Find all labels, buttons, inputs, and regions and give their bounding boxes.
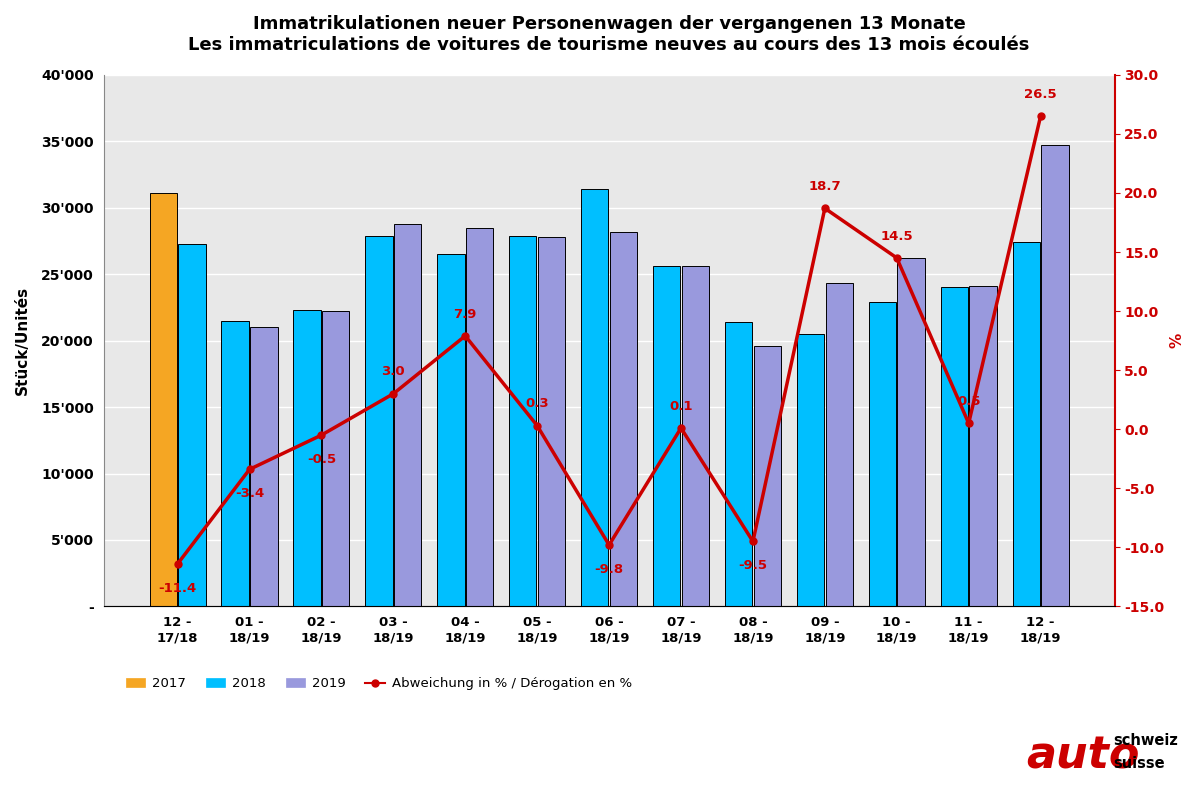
Bar — [653, 266, 680, 607]
Bar — [394, 224, 421, 607]
Bar — [970, 286, 997, 607]
Bar — [1013, 242, 1040, 607]
Text: -3.4: -3.4 — [235, 487, 264, 500]
Bar — [179, 244, 205, 607]
Text: -9.5: -9.5 — [738, 559, 768, 572]
Text: schweiz: schweiz — [1114, 732, 1178, 748]
Bar — [293, 310, 320, 607]
Bar — [826, 284, 853, 607]
Y-axis label: %: % — [1170, 333, 1186, 348]
Bar — [1042, 145, 1069, 607]
Legend: 2017, 2018, 2019, Abweichung in % / Dérogation en %: 2017, 2018, 2019, Abweichung in % / Déro… — [120, 672, 637, 696]
Text: auto: auto — [1026, 734, 1140, 777]
Bar — [251, 328, 277, 607]
Text: -11.4: -11.4 — [158, 582, 197, 595]
Text: 14.5: 14.5 — [881, 230, 913, 242]
Bar — [509, 236, 536, 607]
Bar — [581, 189, 608, 607]
Text: 18.7: 18.7 — [809, 180, 841, 193]
Bar — [898, 258, 925, 607]
Bar — [869, 302, 896, 607]
Y-axis label: Stück/Unités: Stück/Unités — [14, 286, 30, 395]
Text: -0.5: -0.5 — [307, 453, 336, 465]
Bar — [682, 266, 709, 607]
Bar — [797, 334, 824, 607]
Bar — [222, 320, 248, 607]
Text: 0.3: 0.3 — [526, 397, 548, 410]
Text: suisse: suisse — [1114, 756, 1165, 771]
Text: 7.9: 7.9 — [454, 308, 476, 320]
Bar — [365, 236, 392, 607]
Bar — [322, 312, 349, 607]
Text: 0.5: 0.5 — [956, 395, 980, 408]
Text: 26.5: 26.5 — [1025, 88, 1057, 100]
Text: -9.8: -9.8 — [594, 563, 624, 575]
Bar — [754, 346, 781, 607]
Bar — [150, 193, 176, 607]
Bar — [538, 237, 565, 607]
Bar — [437, 254, 464, 607]
Bar — [941, 288, 968, 607]
Bar — [466, 228, 493, 607]
Bar — [610, 232, 637, 607]
Title: Immatrikulationen neuer Personenwagen der vergangenen 13 Monate
Les immatriculat: Immatrikulationen neuer Personenwagen de… — [188, 15, 1030, 54]
Bar — [725, 322, 752, 607]
Text: 3.0: 3.0 — [382, 365, 406, 379]
Text: 0.1: 0.1 — [670, 399, 692, 413]
